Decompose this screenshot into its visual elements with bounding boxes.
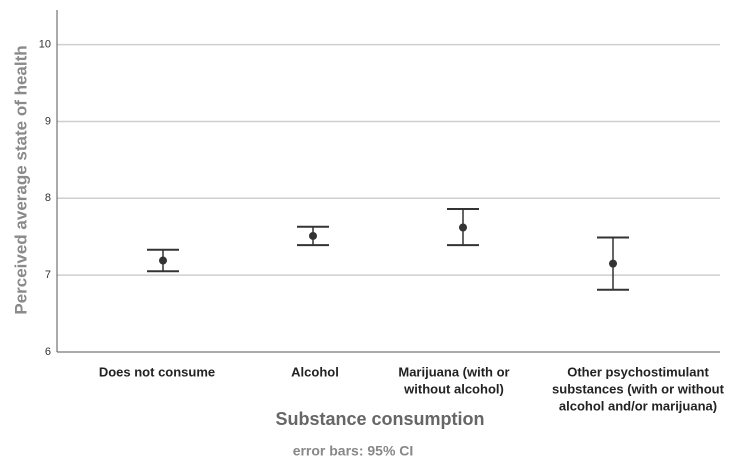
y-tick-label: 10	[39, 38, 51, 50]
y-tick-label: 6	[45, 346, 51, 358]
x-tick-label: Other psychostimulant	[567, 364, 709, 379]
x-axis-title: Substance consumption	[275, 409, 484, 429]
mean-point	[459, 223, 467, 232]
x-tick-label: substances (with or without	[552, 381, 725, 396]
y-axis-title: Perceived average state of health	[11, 45, 30, 314]
x-tick-label: Alcohol	[291, 364, 339, 379]
mean-point	[609, 259, 617, 268]
x-tick-label: alcohol and/or marijuana)	[559, 398, 717, 413]
mean-point	[159, 256, 167, 265]
x-tick-label: Does not consume	[99, 364, 215, 379]
y-tick-label: 9	[45, 115, 51, 127]
x-tick-label: Marijuana (with or	[398, 364, 509, 379]
x-tick-label: without alcohol)	[403, 381, 504, 396]
note: error bars: 95% CI	[293, 443, 414, 459]
mean-point	[309, 231, 317, 240]
y-tick-label: 7	[45, 269, 51, 281]
y-tick-label: 8	[45, 192, 51, 204]
